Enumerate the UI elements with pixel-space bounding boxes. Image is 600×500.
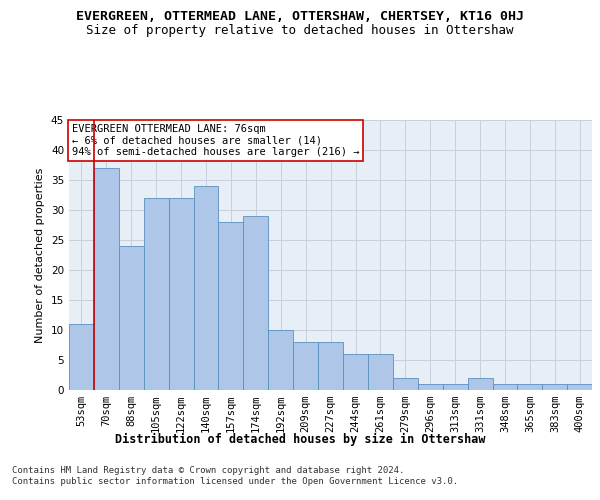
Bar <box>368 354 393 390</box>
Bar <box>517 384 542 390</box>
Bar <box>418 384 443 390</box>
Bar <box>343 354 368 390</box>
Text: Contains public sector information licensed under the Open Government Licence v3: Contains public sector information licen… <box>12 477 458 486</box>
Bar <box>393 378 418 390</box>
Y-axis label: Number of detached properties: Number of detached properties <box>35 168 46 342</box>
Bar <box>542 384 567 390</box>
Bar <box>443 384 467 390</box>
Bar <box>119 246 144 390</box>
Bar <box>169 198 194 390</box>
Bar <box>94 168 119 390</box>
Bar <box>144 198 169 390</box>
Bar <box>293 342 318 390</box>
Bar <box>194 186 218 390</box>
Bar <box>218 222 244 390</box>
Text: EVERGREEN, OTTERMEAD LANE, OTTERSHAW, CHERTSEY, KT16 0HJ: EVERGREEN, OTTERMEAD LANE, OTTERSHAW, CH… <box>76 10 524 23</box>
Bar <box>69 324 94 390</box>
Bar <box>268 330 293 390</box>
Bar <box>493 384 517 390</box>
Text: Size of property relative to detached houses in Ottershaw: Size of property relative to detached ho… <box>86 24 514 37</box>
Bar <box>467 378 493 390</box>
Text: EVERGREEN OTTERMEAD LANE: 76sqm
← 6% of detached houses are smaller (14)
94% of : EVERGREEN OTTERMEAD LANE: 76sqm ← 6% of … <box>71 124 359 157</box>
Bar <box>244 216 268 390</box>
Text: Contains HM Land Registry data © Crown copyright and database right 2024.: Contains HM Land Registry data © Crown c… <box>12 466 404 475</box>
Text: Distribution of detached houses by size in Ottershaw: Distribution of detached houses by size … <box>115 432 485 446</box>
Bar <box>567 384 592 390</box>
Bar <box>318 342 343 390</box>
